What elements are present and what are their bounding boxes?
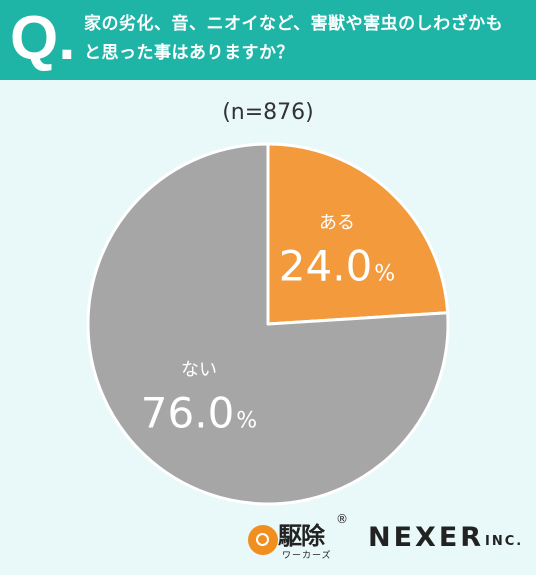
- slice-category-label-2: ない: [181, 359, 217, 380]
- question-text: 家の劣化、音、ニオイなど、害獣や害虫のしわざかも と思った事はありますか？: [84, 10, 524, 68]
- slice-value-label-1: 24.0%: [279, 242, 395, 291]
- pie-slice-2: [86, 142, 450, 506]
- question-line-2: と思った事はありますか？: [84, 43, 294, 63]
- kujo-logo-subtext: ワーカーズ: [282, 551, 332, 561]
- question-line-1: 家の劣化、音、ニオイなど、害獣や害虫のしわざかも: [84, 14, 504, 34]
- nexer-logo-suffix: INC.: [485, 534, 524, 549]
- pie-slice-1: [266, 142, 450, 326]
- kujo-logo-text: 駆除: [278, 522, 325, 550]
- kujo-logo-icon: [248, 525, 278, 555]
- question-mark: Q.: [10, 4, 76, 73]
- registered-mark: ®: [336, 512, 348, 526]
- nexer-logo: NEXER: [368, 522, 485, 553]
- sample-size: (n=876): [222, 100, 314, 125]
- slice-value-label-2: 76.0%: [141, 388, 257, 437]
- slice-category-label-1: ある: [319, 213, 355, 234]
- footer-logos: 駆除 ® ワーカーズ NEXER INC.: [248, 512, 528, 564]
- question-header: Q. 家の劣化、音、ニオイなど、害獣や害虫のしわざかも と思った事はありますか？: [0, 0, 536, 80]
